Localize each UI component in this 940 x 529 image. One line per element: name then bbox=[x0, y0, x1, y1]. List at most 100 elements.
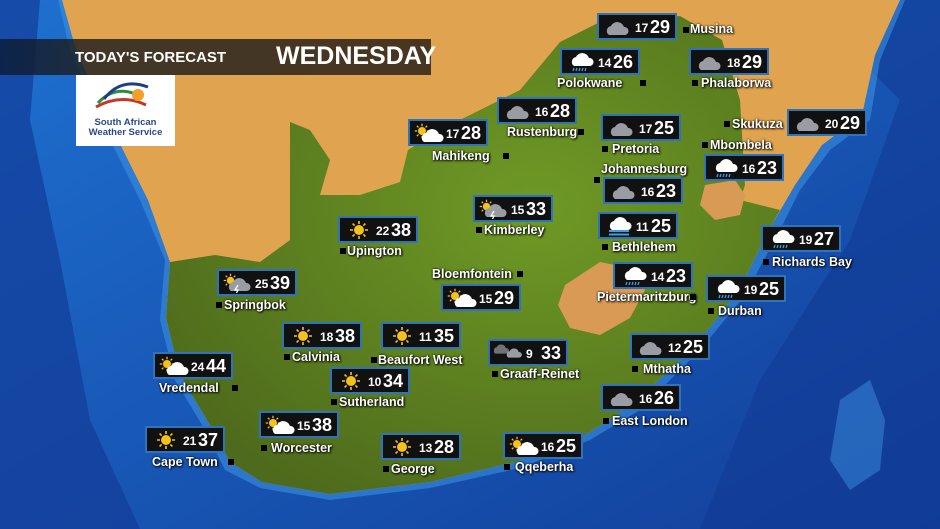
min-temp: 20 bbox=[825, 117, 839, 131]
partly-cloudy-icon bbox=[447, 288, 477, 307]
sun-icon bbox=[350, 221, 368, 239]
min-temp: 16 bbox=[541, 440, 555, 454]
city-marker-icon bbox=[632, 366, 638, 372]
forecast-box-bloemfontein: 15 29 bbox=[441, 284, 521, 311]
min-temp: 14 bbox=[598, 56, 612, 70]
max-temp: 35 bbox=[433, 326, 454, 346]
partly-cloudy-icon bbox=[509, 436, 539, 455]
city-label-calvinia: Calvinia bbox=[292, 350, 340, 364]
max-temp: 25 bbox=[650, 216, 671, 236]
city-marker-icon bbox=[261, 445, 267, 451]
city-marker-icon bbox=[331, 399, 337, 405]
city-label-cape-town: Cape Town bbox=[152, 455, 218, 469]
forecast-box-graaff-reinet: 9 33 bbox=[488, 339, 568, 366]
max-temp: 37 bbox=[197, 430, 218, 450]
city-label-mthatha: Mthatha bbox=[643, 362, 691, 376]
max-temp: 33 bbox=[525, 199, 546, 219]
sun-icon bbox=[294, 327, 312, 345]
max-temp: 29 bbox=[493, 288, 514, 308]
partly-cloudy-icon bbox=[414, 123, 444, 142]
city-label-sutherland: Sutherland bbox=[339, 395, 405, 409]
city-label-mahikeng: Mahikeng bbox=[432, 149, 490, 163]
max-temp: 25 bbox=[653, 118, 674, 138]
city-marker-icon bbox=[690, 294, 696, 300]
sun-icon bbox=[393, 438, 411, 456]
forecast-box-cape-town: 21 37 bbox=[145, 426, 225, 453]
city-marker-icon bbox=[232, 385, 238, 391]
min-temp: 17 bbox=[446, 127, 460, 141]
city-marker-icon bbox=[702, 142, 708, 148]
min-temp: 17 bbox=[635, 21, 649, 35]
max-temp: 29 bbox=[839, 113, 860, 133]
banner-title: TODAY'S FORECAST bbox=[75, 49, 227, 66]
forecast-box-rustenburg: 16 28 bbox=[497, 97, 577, 124]
city-label-musina: Musina bbox=[690, 22, 734, 36]
cloud-icon bbox=[506, 106, 529, 119]
min-temp: 24 bbox=[191, 360, 205, 374]
city-label-upington: Upington bbox=[347, 244, 402, 258]
thunderstorm-icon bbox=[479, 199, 507, 219]
city-label-phalaborwa: Phalaborwa bbox=[701, 76, 772, 90]
city-label-skukuza: Skukuza bbox=[732, 117, 783, 131]
city-marker-icon bbox=[476, 227, 482, 233]
city-label-vredendal: Vredendal bbox=[159, 381, 219, 395]
city-label-qqeberha: Qqeberha bbox=[515, 460, 574, 474]
sun-icon bbox=[157, 431, 175, 449]
forecast-box-bethlehem: 11 25 bbox=[598, 212, 678, 239]
max-temp: 27 bbox=[813, 229, 834, 249]
forecast-box-mthatha: 12 25 bbox=[630, 333, 710, 360]
max-temp: 34 bbox=[382, 371, 403, 391]
max-temp: 23 bbox=[655, 181, 676, 201]
city-label-springbok: Springbok bbox=[224, 298, 286, 312]
min-temp: 18 bbox=[727, 56, 741, 70]
rain-cloud-icon bbox=[717, 280, 740, 299]
min-temp: 16 bbox=[742, 162, 756, 176]
city-label-graaff-reinet: Graaff-Reinet bbox=[500, 367, 580, 381]
city-label-polokwane: Polokwane bbox=[557, 76, 623, 90]
city-marker-icon bbox=[216, 302, 222, 308]
forecast-box-east-london: 16 26 bbox=[601, 384, 681, 411]
min-temp: 17 bbox=[639, 122, 653, 136]
cloud-icon bbox=[698, 57, 721, 70]
rain-cloud-icon bbox=[715, 159, 738, 178]
forecast-box-calvinia: 18 38 bbox=[282, 322, 362, 349]
cloudy-icon bbox=[494, 344, 522, 358]
max-temp: 38 bbox=[311, 415, 332, 435]
city-marker-icon bbox=[517, 271, 523, 277]
cloud-icon bbox=[610, 393, 633, 406]
forecast-box-polokwane: 14 26 bbox=[560, 48, 640, 75]
sun-icon bbox=[393, 327, 411, 345]
city-label-george: George bbox=[391, 462, 435, 476]
min-temp: 15 bbox=[479, 292, 493, 306]
city-marker-icon bbox=[371, 357, 377, 363]
max-temp: 28 bbox=[433, 437, 454, 457]
min-temp: 18 bbox=[320, 330, 334, 344]
partly-cloudy-icon bbox=[265, 415, 295, 434]
min-temp: 15 bbox=[511, 203, 525, 217]
city-marker-icon bbox=[228, 459, 234, 465]
forecast-box-durban: 19 25 bbox=[706, 275, 786, 302]
city-label-east-london: East London bbox=[612, 414, 688, 428]
city-marker-icon bbox=[603, 418, 609, 424]
rain-cloud-icon bbox=[571, 53, 594, 72]
banner-day: WEDNESDAY bbox=[276, 42, 437, 70]
city-marker-icon bbox=[763, 259, 769, 265]
city-label-rustenburg: Rustenburg bbox=[507, 125, 578, 139]
forecast-box-phalaborwa: 18 29 bbox=[689, 48, 769, 75]
city-label-mbombela: Mbombela bbox=[710, 138, 772, 152]
partly-cloudy-icon bbox=[159, 356, 189, 375]
max-temp: 29 bbox=[649, 17, 670, 37]
forecast-box-george: 13 28 bbox=[381, 433, 461, 460]
max-temp: 28 bbox=[549, 101, 570, 121]
forecast-box-vredendal: 24 44 bbox=[153, 352, 233, 379]
city-marker-icon bbox=[708, 308, 714, 314]
forecast-box-upington: 22 38 bbox=[338, 216, 418, 243]
city-marker-icon bbox=[602, 244, 608, 250]
forecast-box-kimberley: 15 33 bbox=[473, 195, 553, 222]
min-temp: 11 bbox=[419, 330, 432, 344]
max-temp: 38 bbox=[390, 220, 411, 240]
forecast-box-pretoria: 17 25 bbox=[601, 114, 681, 141]
city-marker-icon bbox=[503, 153, 509, 159]
city-marker-icon bbox=[692, 80, 698, 86]
forecast-box-beaufort-west: 11 35 bbox=[381, 322, 461, 349]
